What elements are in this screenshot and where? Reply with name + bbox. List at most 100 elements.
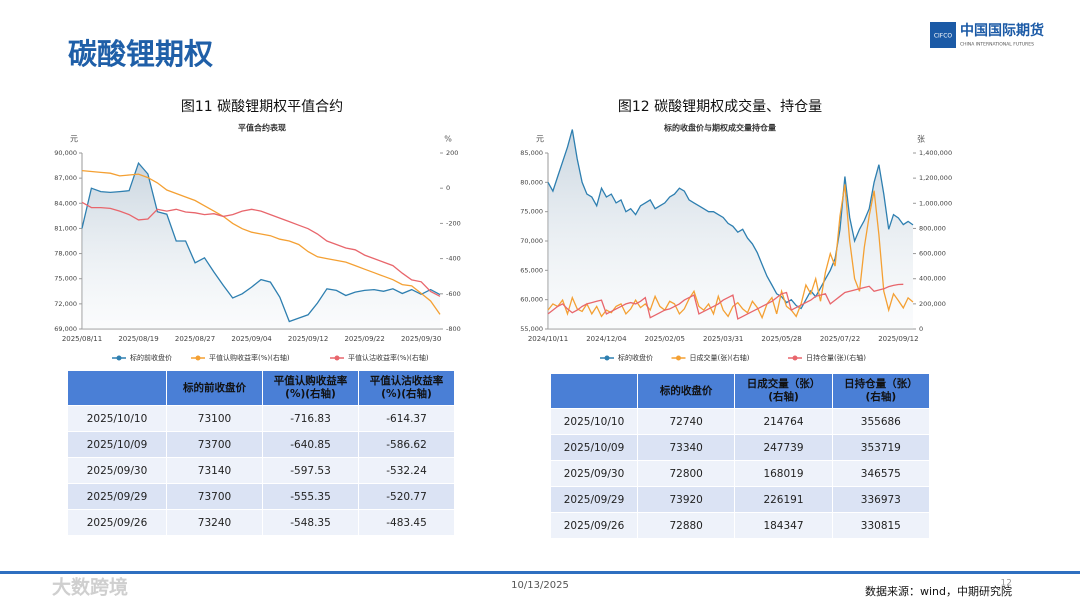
table-cell: -716.83 [263,406,358,431]
table-row: 2025/10/09 73700 -640.85 -586.62 [68,432,454,457]
table-cell: 73700 [167,432,262,457]
data-table: 标的收盘价 日成交量（张）(右轴) 日持仓量（张）(右轴) 2025/10/10 727… [550,373,930,539]
y2-tick-label: -200 [446,219,461,227]
header-cell: 平值认购收益率(%)(右轴) [263,371,358,405]
series-line [81,161,441,323]
table-cell: -555.35 [263,484,358,509]
y-tick-label: 69,000 [54,325,77,333]
table-cell: 72800 [638,461,735,486]
table-row: 2025/10/09 73340 247739 353719 [551,435,929,460]
x-tick-label: 2025/02/05 [645,335,685,343]
y2-unit: % [444,135,452,144]
y-unit: 元 [536,135,544,144]
y-tick-label: 84,000 [54,199,77,207]
y-tick-label: 87,000 [54,174,77,182]
y-tick-label: 75,000 [54,275,77,283]
figure-title: 图12 碳酸锂期权成交量、持仓量 [618,98,822,115]
table-cell: 2025/10/09 [551,435,637,460]
figure-title: 图11 碳酸锂期权平值合约 [181,99,343,115]
y2-tick-label: 600,000 [919,250,946,258]
table-cell: 355686 [832,409,929,434]
table-cell: -586.62 [359,432,454,457]
y-tick-label: 70,000 [520,237,543,245]
legend-label: 标的前收盘价 [130,353,172,362]
table-cell: 73100 [167,406,262,431]
page-title: 碳酸锂期权 [68,37,213,71]
table-cell: 2025/09/26 [68,510,166,535]
header-cell: 标的收盘价 [638,374,735,408]
table-cell: 2025/10/10 [68,406,166,431]
table-cell: 73240 [167,510,262,535]
header-cell: 标的前收盘价 [167,371,262,405]
table-cell: 226191 [735,487,832,512]
table-cell: 168019 [735,461,832,486]
legend-label: 平值认沽收益率(%)(右轴) [348,353,429,362]
table-cell: 2025/09/30 [68,458,166,483]
logo-mark: CIFCO [934,33,953,40]
table-cell: -597.53 [263,458,358,483]
y-tick-label: 72,000 [54,300,77,308]
legend-dot [334,355,340,361]
x-tick-label: 2025/08/19 [118,335,158,343]
y2-tick-label: 0 [446,184,450,192]
y-tick-label: 85,000 [520,149,543,157]
table-cell: 2025/09/30 [551,461,637,486]
legend-label: 日持仓量(张)(右轴) [806,353,866,362]
y2-unit: 张 [917,135,925,144]
table-row: 2025/10/10 72740 214764 355686 [551,409,929,434]
table-cell: 73340 [638,435,735,460]
watermark: 大数跨境 [52,576,128,599]
y2-tick-label: -400 [446,255,461,263]
table-cell: 2025/09/26 [551,513,637,538]
table-cell: 72880 [638,513,735,538]
x-tick-label: 2025/09/30 [401,335,441,343]
series-line [81,201,441,297]
y2-tick-label: -600 [446,290,461,298]
header-cell [551,374,637,408]
table-cell: 73700 [167,484,262,509]
table-cell: 73920 [638,487,735,512]
y2-tick-label: 400,000 [919,275,946,283]
y-tick-label: 78,000 [54,250,77,258]
table-cell: 2025/10/09 [68,432,166,457]
x-tick-label: 2025/03/31 [703,335,743,343]
header-cell [68,371,166,405]
y-unit: 元 [70,135,78,144]
table-row: 2025/09/30 73140 -597.53 -532.24 [68,458,454,483]
y-tick-label: 55,000 [520,325,543,333]
data-table: 标的前收盘价 平值认购收益率(%)(右轴) 平值认沽收益率(%)(右轴) 2025/1… [67,370,455,536]
table-cell: 73140 [167,458,262,483]
y-tick-label: 90,000 [54,149,77,157]
header-cell: 日成交量（张）(右轴) [735,374,832,408]
table-cell: -532.24 [359,458,454,483]
table-cell: 2025/09/29 [551,487,637,512]
y2-tick-label: 1,200,000 [919,174,952,182]
table-cell: -520.77 [359,484,454,509]
y2-tick-label: 0 [919,325,923,333]
table-row: 2025/09/29 73920 226191 336973 [551,487,929,512]
table-cell: 330815 [832,513,929,538]
x-tick-label: 2024/10/11 [528,335,568,343]
x-tick-label: 2024/12/04 [586,335,627,343]
page-number: 12 [1001,579,1012,589]
header-cell: 日持仓量（张）(右轴) [832,374,929,408]
table-cell: -483.45 [359,510,454,535]
x-tick-label: 2025/09/12 [288,335,328,343]
x-tick-label: 2025/09/12 [878,335,918,343]
y-tick-label: 75,000 [520,208,543,216]
y2-tick-label: 1,000,000 [919,199,952,207]
x-tick-label: 2025/09/04 [231,335,272,343]
table-row: 2025/09/30 72800 168019 346575 [551,461,929,486]
table-row: 2025/09/29 73700 -555.35 -520.77 [68,484,454,509]
series-line [547,283,904,320]
footer-date: 10/13/2025 [511,580,569,591]
logo-name: 中国国际期货 [960,22,1044,39]
x-tick-label: 2025/08/27 [175,335,215,343]
y-tick-label: 60,000 [520,296,543,304]
table-cell: 184347 [735,513,832,538]
series-line [81,169,441,315]
table-cell: 353719 [832,435,929,460]
legend-label: 标的收盘价 [618,353,653,362]
table-cell: -548.35 [263,510,358,535]
